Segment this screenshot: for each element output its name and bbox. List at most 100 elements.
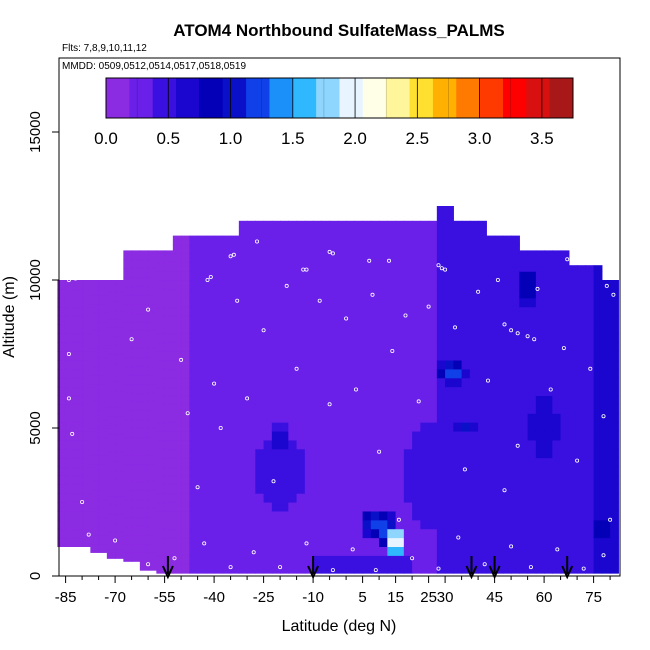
heatmap-cell bbox=[478, 510, 487, 521]
heatmap-cell bbox=[304, 484, 314, 494]
heatmap-cell bbox=[585, 324, 595, 334]
heatmap-cell bbox=[329, 457, 339, 468]
heatmap-cell bbox=[205, 306, 215, 317]
heatmap-cell bbox=[98, 543, 108, 553]
heatmap-cell bbox=[527, 555, 537, 565]
heatmap-cell bbox=[486, 537, 496, 547]
heatmap-cell bbox=[337, 475, 347, 485]
heatmap-cell bbox=[601, 519, 611, 530]
sample-point bbox=[254, 239, 259, 244]
heatmap-cell bbox=[73, 351, 83, 361]
heatmap-cell bbox=[57, 493, 67, 503]
heatmap-cell bbox=[263, 386, 273, 397]
heatmap-cell bbox=[511, 244, 520, 254]
heatmap-cell bbox=[321, 288, 331, 299]
colorbar-tick-label: 3.0 bbox=[468, 129, 492, 148]
heatmap-cell bbox=[502, 235, 512, 246]
heatmap-cell bbox=[288, 226, 298, 237]
heatmap-cell bbox=[230, 404, 240, 414]
heatmap-cell bbox=[362, 422, 372, 432]
heatmap-cell bbox=[445, 306, 454, 317]
heatmap-cell bbox=[395, 510, 405, 521]
heatmap-cell bbox=[288, 493, 298, 503]
heatmap-cell bbox=[585, 333, 595, 343]
heatmap-cell bbox=[412, 351, 421, 361]
heatmap-cell bbox=[486, 351, 496, 361]
heatmap-cell bbox=[106, 380, 116, 391]
heatmap-cell bbox=[230, 413, 240, 423]
heatmap-cell bbox=[379, 368, 388, 379]
heatmap-cell bbox=[552, 324, 562, 334]
heatmap-cell bbox=[354, 404, 364, 414]
heatmap-cell bbox=[511, 235, 520, 246]
heatmap-cell bbox=[164, 324, 174, 334]
heatmap-cell bbox=[346, 244, 355, 254]
heatmap-cell bbox=[354, 439, 364, 450]
heatmap-cell bbox=[106, 496, 116, 506]
heatmap-cell bbox=[560, 288, 570, 299]
heatmap-cell bbox=[527, 484, 537, 494]
heatmap-cell bbox=[115, 425, 124, 435]
heatmap-cell bbox=[412, 519, 421, 530]
heatmap-cell bbox=[387, 244, 397, 254]
heatmap-cell bbox=[593, 546, 603, 556]
heatmap-cell bbox=[428, 404, 438, 414]
heatmap-cell bbox=[494, 342, 504, 352]
heatmap-cell bbox=[395, 280, 405, 290]
heatmap-cell bbox=[197, 244, 207, 254]
heatmap-cell bbox=[527, 297, 537, 308]
heatmap-cell bbox=[461, 395, 471, 405]
heatmap-cell bbox=[296, 226, 306, 237]
heatmap-cell bbox=[238, 493, 248, 503]
heatmap-cell bbox=[205, 546, 215, 556]
heatmap-cell bbox=[544, 466, 553, 476]
heatmap-cell bbox=[230, 368, 240, 379]
heatmap-cell bbox=[494, 395, 504, 405]
heatmap-cell bbox=[560, 430, 570, 441]
heatmap-cell bbox=[148, 356, 157, 367]
heatmap-cell bbox=[172, 528, 182, 539]
heatmap-cell bbox=[247, 422, 256, 432]
heatmap-cell bbox=[73, 386, 83, 397]
heatmap-cell bbox=[511, 448, 520, 459]
heatmap-cell bbox=[222, 555, 232, 565]
heatmap-cell bbox=[593, 537, 603, 547]
heatmap-cell bbox=[57, 342, 67, 352]
heatmap-cell bbox=[313, 377, 322, 388]
heatmap-cell bbox=[205, 422, 215, 432]
heatmap-cell bbox=[247, 297, 256, 308]
heatmap-cell bbox=[296, 564, 306, 574]
heatmap-cell bbox=[502, 466, 512, 476]
heatmap-cell bbox=[156, 484, 166, 494]
heatmap-cell bbox=[82, 537, 91, 547]
heatmap-cell bbox=[535, 413, 545, 423]
heatmap-cell bbox=[90, 499, 100, 509]
heatmap-cell bbox=[511, 484, 520, 494]
heatmap-cell bbox=[288, 220, 298, 228]
heatmap-cell bbox=[98, 374, 108, 385]
heatmap-cell bbox=[601, 537, 611, 547]
heatmap-cell bbox=[519, 342, 529, 352]
heatmap-cell bbox=[535, 537, 545, 547]
heatmap-cell bbox=[148, 436, 157, 447]
sample-point bbox=[317, 298, 322, 303]
heatmap-cell bbox=[271, 564, 281, 574]
heatmap-cell bbox=[288, 546, 298, 556]
heatmap-cell bbox=[412, 430, 421, 441]
heatmap-cell bbox=[445, 235, 454, 246]
heatmap-cell bbox=[486, 288, 496, 299]
heatmap-cell bbox=[453, 555, 463, 565]
heatmap-cell bbox=[379, 235, 388, 246]
heatmap-cell bbox=[181, 244, 190, 254]
heatmap-cell bbox=[453, 377, 463, 388]
heatmap-cell bbox=[486, 493, 496, 503]
heatmap-cell bbox=[313, 288, 322, 299]
heatmap-cell bbox=[428, 306, 438, 317]
heatmap-cell bbox=[601, 484, 611, 494]
heatmap-cell bbox=[181, 333, 190, 343]
heatmap-cell bbox=[403, 359, 413, 370]
colorbar-swatch bbox=[176, 78, 200, 118]
heatmap-cell bbox=[519, 475, 529, 485]
heatmap-cell bbox=[296, 422, 306, 432]
sample-point bbox=[208, 274, 213, 279]
